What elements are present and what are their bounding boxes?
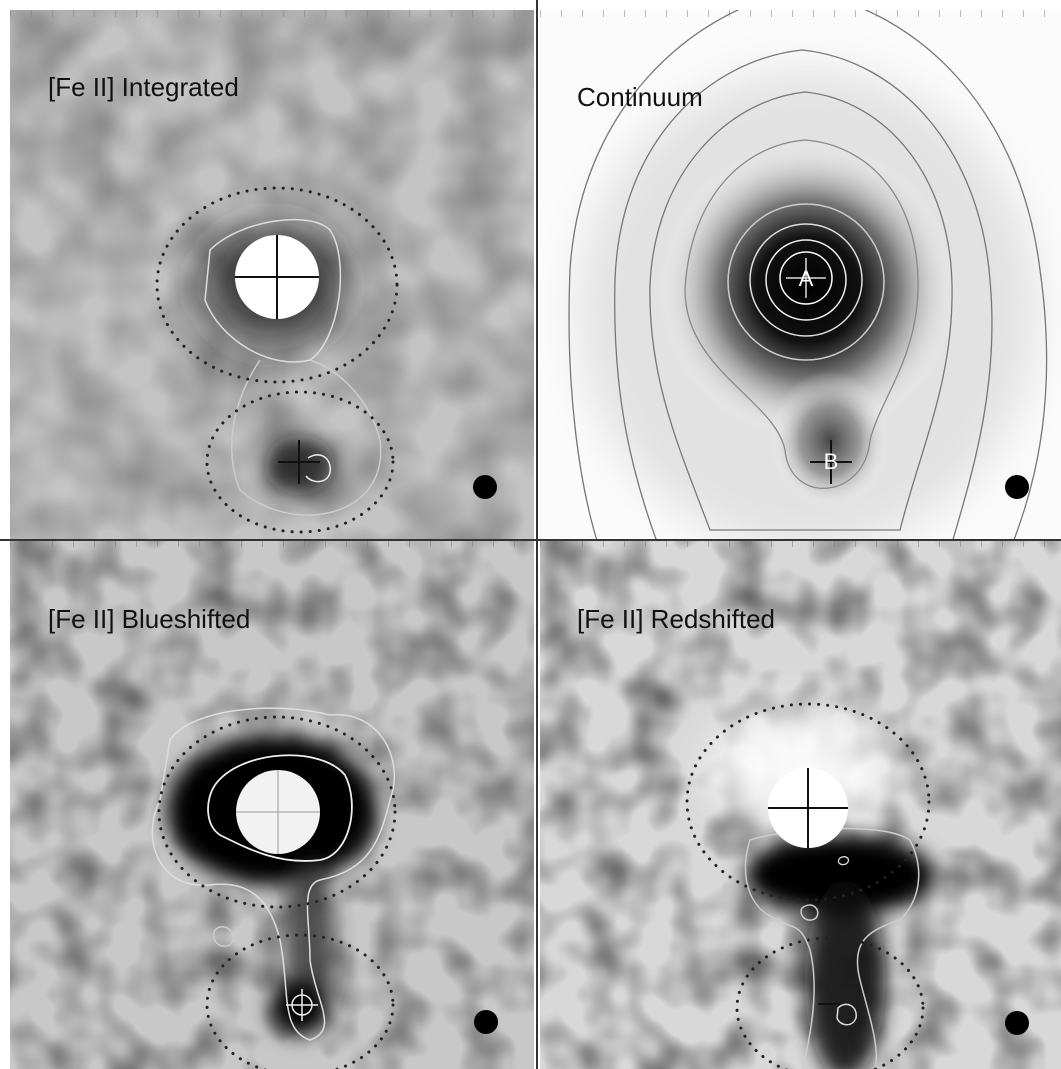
panel-title: [Fe II] Redshifted — [577, 604, 775, 634]
panel-title: [Fe II] Blueshifted — [48, 604, 250, 634]
source-label: B — [824, 449, 839, 474]
panel: [Fe II] Redshifted — [540, 540, 1061, 1069]
figure: [Fe II] Integrated A B Continuum — [0, 0, 1061, 1069]
source-label: A — [799, 266, 814, 291]
panel-title: Continuum — [577, 82, 703, 112]
panel: A B Continuum — [540, 0, 1061, 550]
panel-title: [Fe II] Integrated — [48, 72, 239, 102]
panel: [Fe II] Integrated — [10, 10, 534, 539]
panel: [Fe II] Blueshifted — [10, 540, 534, 1069]
